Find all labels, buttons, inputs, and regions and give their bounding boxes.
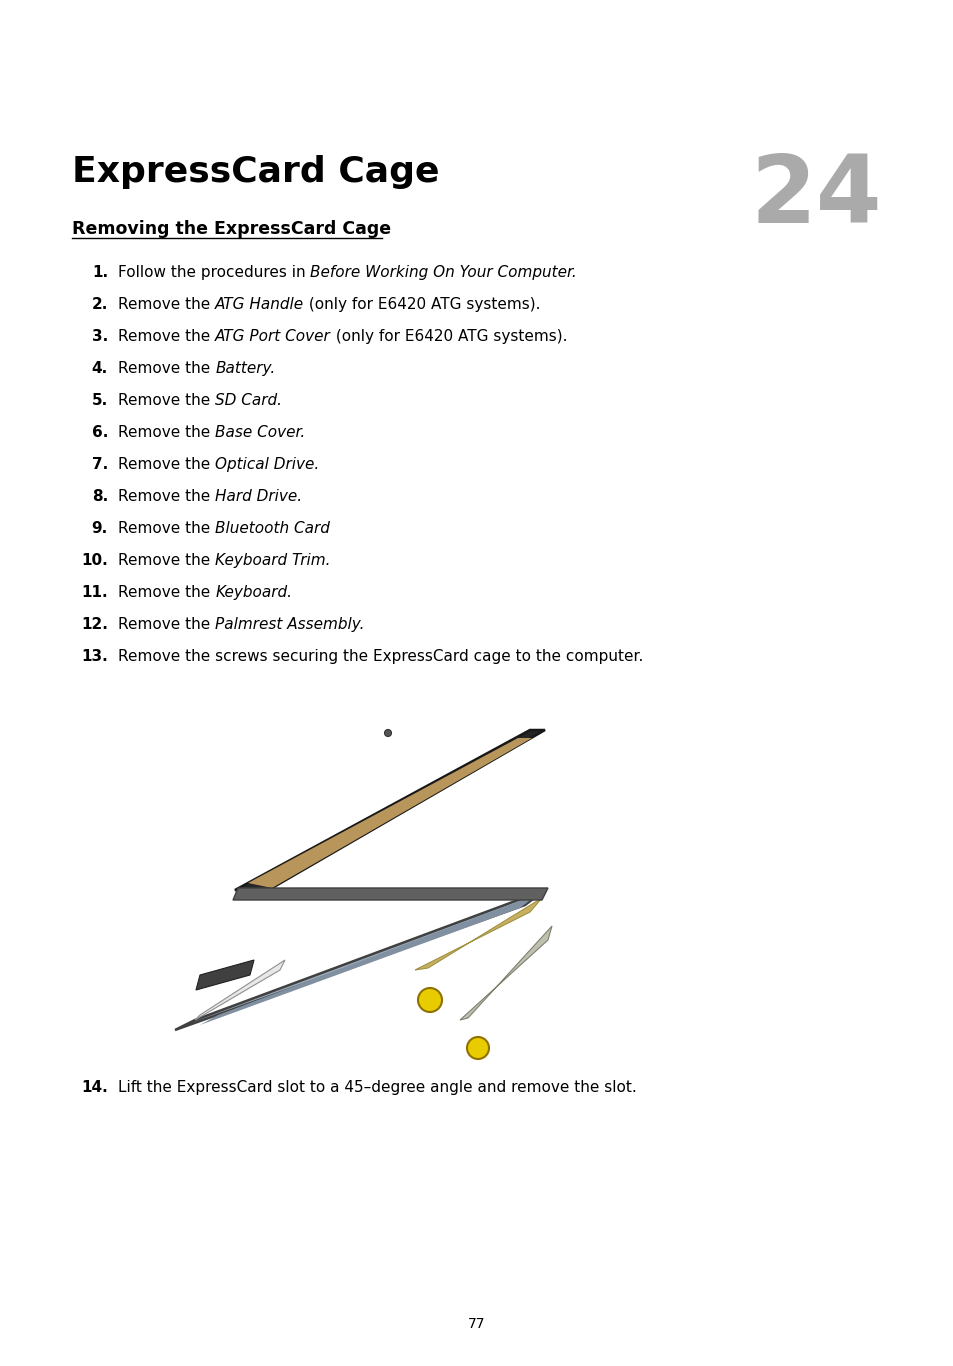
Text: Keyboard Trim.: Keyboard Trim.: [214, 553, 331, 568]
Text: Remove the: Remove the: [118, 617, 214, 632]
Polygon shape: [234, 729, 544, 895]
Text: ATG Port Cover: ATG Port Cover: [214, 329, 331, 344]
Text: 4.: 4.: [91, 361, 108, 376]
Text: (only for E6420 ATG systems).: (only for E6420 ATG systems).: [331, 329, 567, 344]
Text: Optical Drive.: Optical Drive.: [214, 458, 319, 473]
Text: Remove the: Remove the: [118, 585, 214, 600]
Text: ExpressCard Cage: ExpressCard Cage: [71, 154, 439, 189]
Text: 6.: 6.: [91, 425, 108, 440]
Text: Keyboard.: Keyboard.: [214, 585, 292, 600]
Polygon shape: [248, 738, 532, 888]
Polygon shape: [415, 897, 541, 970]
Text: Remove the: Remove the: [118, 296, 214, 311]
Text: 14.: 14.: [81, 1081, 108, 1096]
Text: 10.: 10.: [81, 553, 108, 568]
Polygon shape: [195, 960, 253, 990]
Text: SD Card.: SD Card.: [214, 393, 282, 408]
Text: 11.: 11.: [81, 585, 108, 600]
Text: 12.: 12.: [81, 617, 108, 632]
Text: 7.: 7.: [91, 458, 108, 473]
Polygon shape: [194, 960, 285, 1020]
Circle shape: [417, 988, 441, 1012]
Text: ATG Handle: ATG Handle: [214, 296, 304, 311]
Text: 9.: 9.: [91, 520, 108, 535]
Text: Remove the: Remove the: [118, 329, 214, 344]
Text: Remove the: Remove the: [118, 458, 214, 473]
Text: Before Working On Your Computer.: Before Working On Your Computer.: [310, 265, 577, 280]
Text: Remove the: Remove the: [118, 520, 214, 535]
Text: Battery.: Battery.: [214, 361, 275, 376]
Text: 1.: 1.: [91, 265, 108, 280]
Text: 77: 77: [468, 1317, 485, 1330]
Text: Remove the: Remove the: [118, 489, 214, 504]
Text: 13.: 13.: [81, 649, 108, 664]
Text: Remove the: Remove the: [118, 361, 214, 376]
Text: Palmrest Assembly.: Palmrest Assembly.: [214, 617, 364, 632]
Text: Follow the procedures in: Follow the procedures in: [118, 265, 310, 280]
Polygon shape: [233, 888, 547, 900]
Text: 3.: 3.: [91, 329, 108, 344]
Text: Remove the: Remove the: [118, 553, 214, 568]
Text: 5.: 5.: [91, 393, 108, 408]
Text: 8.: 8.: [91, 489, 108, 504]
Circle shape: [467, 1037, 489, 1059]
Polygon shape: [200, 893, 537, 1024]
Text: Remove the screws securing the ExpressCard cage to the computer.: Remove the screws securing the ExpressCa…: [118, 649, 642, 664]
Text: Remove the: Remove the: [118, 393, 214, 408]
Text: 24: 24: [750, 152, 882, 243]
Text: (only for E6420 ATG systems).: (only for E6420 ATG systems).: [304, 296, 540, 311]
Text: Base Cover.: Base Cover.: [214, 425, 305, 440]
Text: 2.: 2.: [91, 296, 108, 311]
Circle shape: [384, 729, 391, 736]
Text: Bluetooth Card: Bluetooth Card: [214, 520, 330, 535]
Text: Remove the: Remove the: [118, 425, 214, 440]
Text: Removing the ExpressCard Cage: Removing the ExpressCard Cage: [71, 220, 391, 238]
Polygon shape: [459, 926, 552, 1020]
Text: Lift the ExpressCard slot to a 45–degree angle and remove the slot.: Lift the ExpressCard slot to a 45–degree…: [118, 1081, 636, 1096]
Text: Hard Drive.: Hard Drive.: [214, 489, 302, 504]
Polygon shape: [174, 891, 544, 1030]
